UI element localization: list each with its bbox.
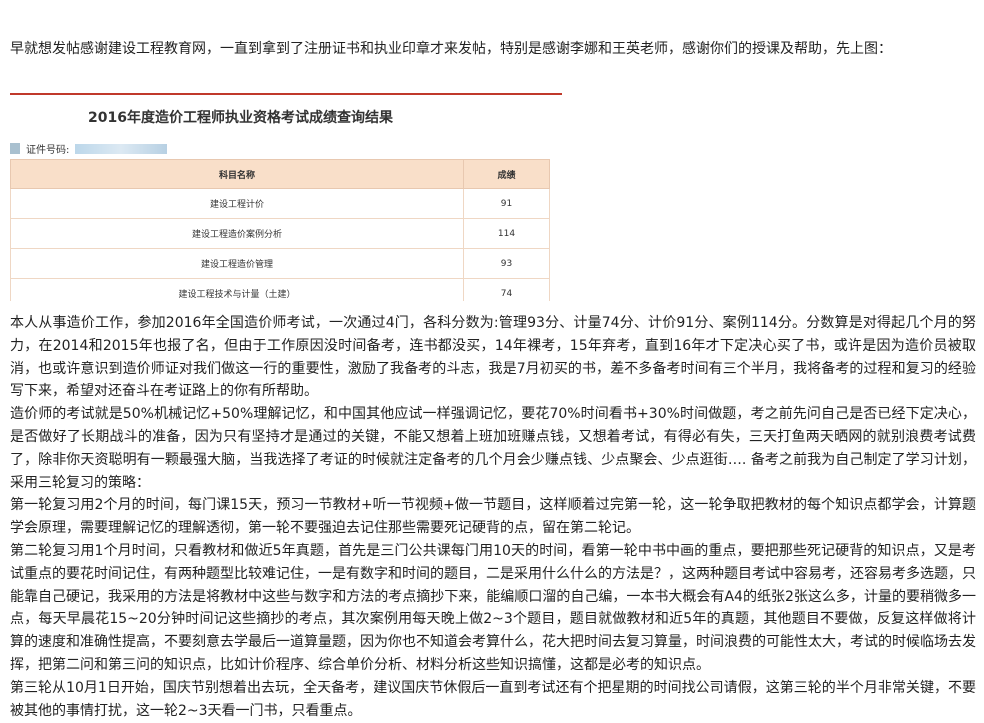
- subject-cell: 建设工程造价案例分析: [10, 218, 464, 249]
- score-cell: 93: [463, 248, 550, 279]
- subject-cell: 建设工程计价: [10, 188, 464, 219]
- paragraph: 第二轮复习用1个月时间，只看教材和做近5年真题，首先是三门公共课每门用10天的时…: [10, 542, 976, 673]
- paragraph: 造价师的考试就是50%机械记忆+50%理解记忆，和中国其他应试一样强调记忆，要花…: [10, 406, 976, 491]
- divider: [10, 93, 562, 95]
- paragraph: 本人从事造价工作，参加2016年全国造价师考试，一次通过4门，各科分数为:管理9…: [10, 315, 976, 400]
- header-cell: 科目名称: [10, 159, 464, 189]
- id-label: 证件号码:: [26, 145, 70, 156]
- blur: [10, 143, 20, 154]
- score-cell: 74: [463, 278, 550, 301]
- score-cell: 91: [463, 188, 550, 219]
- header-cell: 成绩: [463, 159, 550, 189]
- table-row: 建设工程计价 91: [10, 188, 550, 219]
- paragraph: 第一轮复习用2个月的时间，每门课15天，预习一节教材+听一节视频+做一节题目，这…: [10, 497, 976, 537]
- subject-cell: 建设工程技术与计量（土建）: [10, 278, 464, 301]
- blur: [75, 143, 168, 154]
- score-cell: 114: [463, 218, 550, 249]
- subject-cell: 建设工程造价管理: [10, 248, 464, 279]
- image-title: 2016年度造价工程师执业资格考试成绩查询结果: [88, 110, 393, 126]
- score-table: 科目名称 成绩 建设工程计价 91 建设工程造价案例分析 114 建设工程造价管理 93 建设…: [10, 159, 550, 301]
- header-row: 科目名称 成绩: [10, 159, 550, 189]
- table-row: 建设工程造价管理 93: [10, 248, 550, 279]
- score-image: 2016年度造价工程师执业资格考试成绩查询结果 证件号码: 科目名称 成绩 建设工…: [10, 93, 562, 301]
- table-row: 建设工程造价案例分析 114: [10, 218, 550, 249]
- intro-text: 早就想发帖感谢建设工程教育网，一直到拿到了注册证书和执业印章才来发帖，特别是感谢…: [10, 41, 892, 57]
- article-body: 本人从事造价工作，参加2016年全国造价师考试，一次通过4门，各科分数为:管理9…: [10, 312, 976, 722]
- paragraph: 第三轮从10月1日开始，国庆节别想着出去玩，全天备考，建议国庆节休假后一直到考试…: [10, 679, 976, 719]
- id-row: 证件号码:: [10, 141, 168, 156]
- table-row: 建设工程技术与计量（土建） 74: [10, 278, 550, 301]
